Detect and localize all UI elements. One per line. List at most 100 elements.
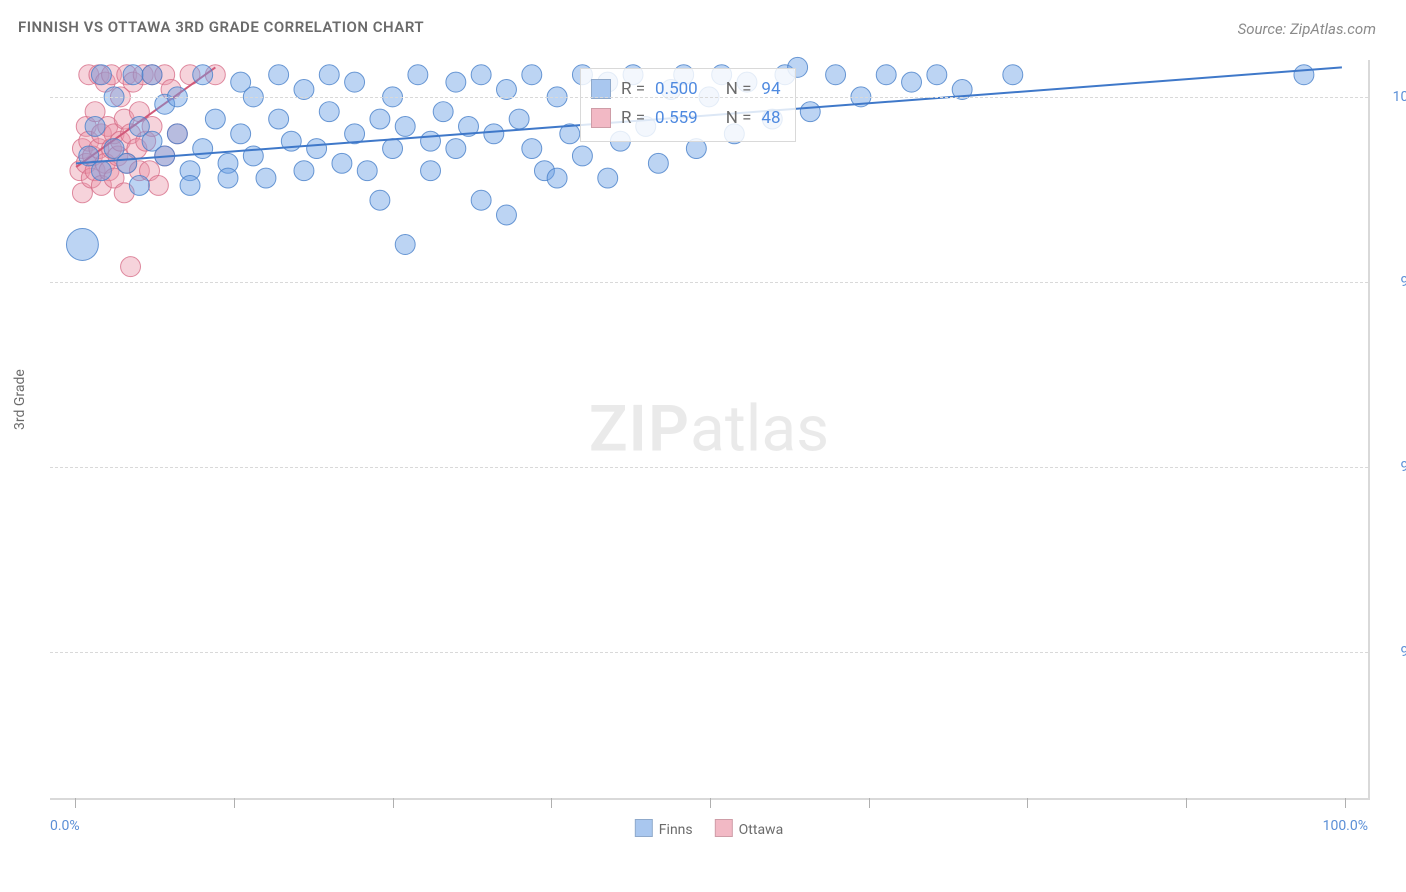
point-finns bbox=[91, 65, 111, 85]
y-tick-label: 95.0% bbox=[1378, 459, 1406, 475]
point-finns bbox=[522, 139, 542, 159]
stats-box: R = 0.500 N = 94 R = 0.559 N = 48 bbox=[580, 68, 796, 142]
y-tick-label: 100.0% bbox=[1378, 89, 1406, 105]
point-finns bbox=[598, 168, 618, 188]
point-finns bbox=[572, 146, 592, 166]
legend-label-ottawa: Ottawa bbox=[739, 822, 784, 838]
point-ottawa bbox=[148, 175, 168, 195]
x-tick bbox=[234, 798, 235, 808]
stats-n-label: N = bbox=[726, 104, 752, 133]
point-finns bbox=[180, 175, 200, 195]
point-finns bbox=[421, 131, 441, 151]
point-finns bbox=[319, 65, 339, 85]
point-finns bbox=[446, 139, 466, 159]
point-finns bbox=[85, 116, 105, 136]
x-tick bbox=[551, 798, 552, 808]
point-finns bbox=[408, 65, 428, 85]
point-finns bbox=[1003, 65, 1023, 85]
point-finns bbox=[547, 168, 567, 188]
y-tick-label: 92.5% bbox=[1378, 644, 1406, 660]
point-finns bbox=[269, 65, 289, 85]
legend-swatch-ottawa bbox=[715, 819, 733, 837]
x-tick bbox=[710, 798, 711, 808]
stats-row-ottawa: R = 0.559 N = 48 bbox=[591, 104, 781, 133]
point-finns bbox=[927, 65, 947, 85]
point-finns bbox=[332, 153, 352, 173]
x-tick bbox=[1345, 798, 1346, 808]
gridline bbox=[50, 282, 1368, 283]
chart-container: FINNISH VS OTTAWA 3RD GRADE CORRELATION … bbox=[0, 0, 1406, 892]
point-finns bbox=[370, 190, 390, 210]
y-tick-label: 97.5% bbox=[1378, 274, 1406, 290]
stats-r-label: R = bbox=[621, 104, 645, 133]
point-finns bbox=[395, 116, 415, 136]
stats-swatch-ottawa bbox=[591, 108, 611, 128]
point-finns bbox=[193, 139, 213, 159]
stats-n-ottawa: 48 bbox=[761, 104, 780, 133]
point-finns bbox=[800, 102, 820, 122]
point-finns bbox=[319, 102, 339, 122]
point-finns bbox=[117, 153, 137, 173]
x-tick bbox=[1186, 798, 1187, 808]
y-axis-label: 3rd Grade bbox=[12, 369, 28, 430]
source-label: Source: ZipAtlas.com bbox=[1238, 20, 1376, 38]
x-tick bbox=[869, 798, 870, 808]
point-ottawa bbox=[121, 257, 141, 277]
point-finns bbox=[395, 235, 415, 255]
point-finns bbox=[256, 168, 276, 188]
stats-n-label: N = bbox=[726, 75, 752, 104]
x-tick bbox=[1027, 798, 1028, 808]
point-finns bbox=[231, 124, 251, 144]
point-finns bbox=[142, 65, 162, 85]
point-finns bbox=[496, 205, 516, 225]
gridline bbox=[50, 652, 1368, 653]
point-finns bbox=[446, 72, 466, 92]
plot-svg bbox=[50, 60, 1368, 798]
point-finns bbox=[421, 161, 441, 181]
point-finns bbox=[471, 190, 491, 210]
point-finns bbox=[307, 139, 327, 159]
point-finns bbox=[876, 65, 896, 85]
point-finns bbox=[433, 102, 453, 122]
point-finns bbox=[205, 109, 225, 129]
stats-r-finns: 0.500 bbox=[655, 75, 698, 104]
point-finns bbox=[902, 72, 922, 92]
gridline bbox=[50, 467, 1368, 468]
point-finns bbox=[218, 168, 238, 188]
point-finns bbox=[66, 229, 98, 261]
stats-row-finns: R = 0.500 N = 94 bbox=[591, 75, 781, 104]
point-finns bbox=[509, 109, 529, 129]
legend-item-ottawa: Ottawa bbox=[715, 819, 784, 838]
point-finns bbox=[167, 124, 187, 144]
legend-label-finns: Finns bbox=[659, 822, 693, 838]
point-finns bbox=[370, 109, 390, 129]
point-finns bbox=[1294, 65, 1314, 85]
point-finns bbox=[471, 65, 491, 85]
point-finns bbox=[484, 124, 504, 144]
point-finns bbox=[193, 65, 213, 85]
chart-title: FINNISH VS OTTAWA 3RD GRADE CORRELATION … bbox=[18, 18, 424, 36]
plot-area: ZIPatlas R = 0.500 N = 94 R = 0.559 N = … bbox=[50, 60, 1370, 800]
legend-swatch-finns bbox=[635, 819, 653, 837]
gridline bbox=[50, 97, 1368, 98]
point-finns bbox=[129, 175, 149, 195]
point-finns bbox=[91, 161, 111, 181]
point-finns bbox=[383, 139, 403, 159]
point-finns bbox=[294, 161, 314, 181]
legend-item-finns: Finns bbox=[635, 819, 693, 838]
stats-r-ottawa: 0.559 bbox=[655, 104, 698, 133]
point-finns bbox=[357, 161, 377, 181]
x-tick bbox=[75, 798, 76, 808]
point-finns bbox=[648, 153, 668, 173]
x-tick bbox=[393, 798, 394, 808]
stats-n-finns: 94 bbox=[761, 75, 780, 104]
legend-bottom: Finns Ottawa bbox=[635, 819, 783, 838]
point-finns bbox=[345, 72, 365, 92]
point-finns bbox=[826, 65, 846, 85]
point-finns bbox=[123, 65, 143, 85]
point-finns bbox=[522, 65, 542, 85]
x-min-label: 0.0% bbox=[50, 818, 80, 834]
point-finns bbox=[269, 109, 289, 129]
x-max-label: 100.0% bbox=[1323, 818, 1368, 834]
stats-r-label: R = bbox=[621, 75, 645, 104]
